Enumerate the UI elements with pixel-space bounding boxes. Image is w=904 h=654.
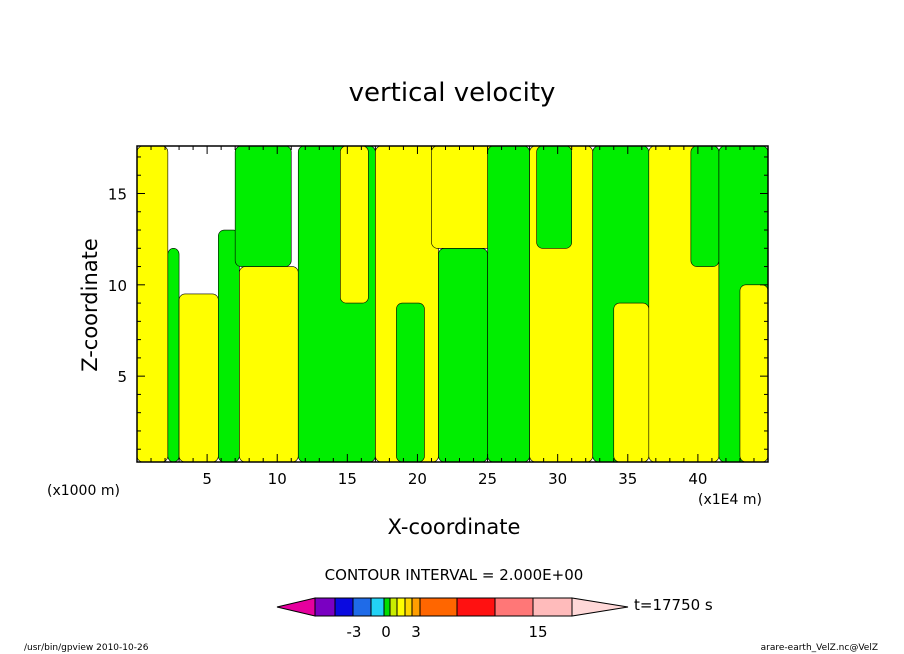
colorbar-segment [419, 597, 458, 617]
colorbar-tick-label: 15 [528, 623, 547, 641]
x-tick-label: 5 [202, 470, 212, 488]
contour-interval-label: CONTOUR INTERVAL = 2.000E+00 [324, 566, 584, 584]
colorbar-segment [396, 597, 406, 617]
colorbar-segment [404, 597, 413, 617]
x-tick-label: 30 [548, 470, 567, 488]
contour-region [438, 247, 488, 463]
colorbar-segment [334, 597, 354, 617]
x-axis-label: X-coordinate [387, 515, 521, 539]
x-tick-label: 35 [618, 470, 637, 488]
colorbar-segment [383, 597, 391, 617]
colorbar-segment [314, 597, 336, 617]
colorbar-segment [494, 597, 534, 617]
colorbar-segment [370, 597, 385, 617]
contour-region [218, 229, 240, 463]
colorbar-tick-label: -3 [347, 623, 362, 641]
contour-region [239, 266, 299, 463]
y-tick-label: 5 [117, 368, 127, 386]
contour-region [536, 145, 572, 249]
x-tick-label: 25 [478, 470, 497, 488]
colorbar-segment [352, 597, 372, 617]
x-tick-label: 20 [408, 470, 427, 488]
time-label: t=17750 s [634, 596, 713, 614]
footer-source: /usr/bin/gpview 2010-10-26 [24, 643, 149, 653]
contour-region [739, 284, 769, 463]
colorbar-segment [411, 597, 421, 617]
colorbar-segment [276, 597, 316, 617]
contour-region [487, 145, 530, 463]
colorbar-segment [456, 597, 496, 617]
contour-region [167, 247, 180, 463]
contour-region [690, 145, 720, 267]
plot-frame [136, 145, 769, 463]
colorbar-segment [389, 597, 398, 617]
x-tick-label: 40 [688, 470, 707, 488]
contour-region [340, 145, 369, 304]
contour-region [613, 302, 650, 463]
y-tick-label: 15 [108, 185, 127, 203]
colorbar-tick-label: 0 [381, 623, 391, 641]
x-tick-label: 10 [268, 470, 287, 488]
y-axis-label: Z-coordinate [78, 238, 102, 372]
chart-title: vertical velocity [348, 78, 556, 108]
colorbar: -3 0 3 15 [276, 597, 629, 641]
x-axis-unit: (x1E4 m) [698, 492, 762, 508]
colorbar-segment [571, 597, 629, 617]
y-axis-unit: (x1000 m) [47, 483, 120, 499]
axes: 5 10 15 20 25 30 35 40 5 10 15 [108, 145, 769, 488]
colorbar-segment [532, 597, 573, 617]
plot-area [136, 145, 769, 463]
contour-region [178, 293, 219, 463]
footer-variable: arare-earth_VelZ.nc@VelZ [760, 643, 878, 653]
colorbar-tick-label: 3 [411, 623, 421, 641]
contour-region [396, 302, 425, 463]
x-tick-label: 15 [338, 470, 357, 488]
contour-region [234, 145, 292, 267]
y-tick-label: 10 [108, 277, 127, 295]
